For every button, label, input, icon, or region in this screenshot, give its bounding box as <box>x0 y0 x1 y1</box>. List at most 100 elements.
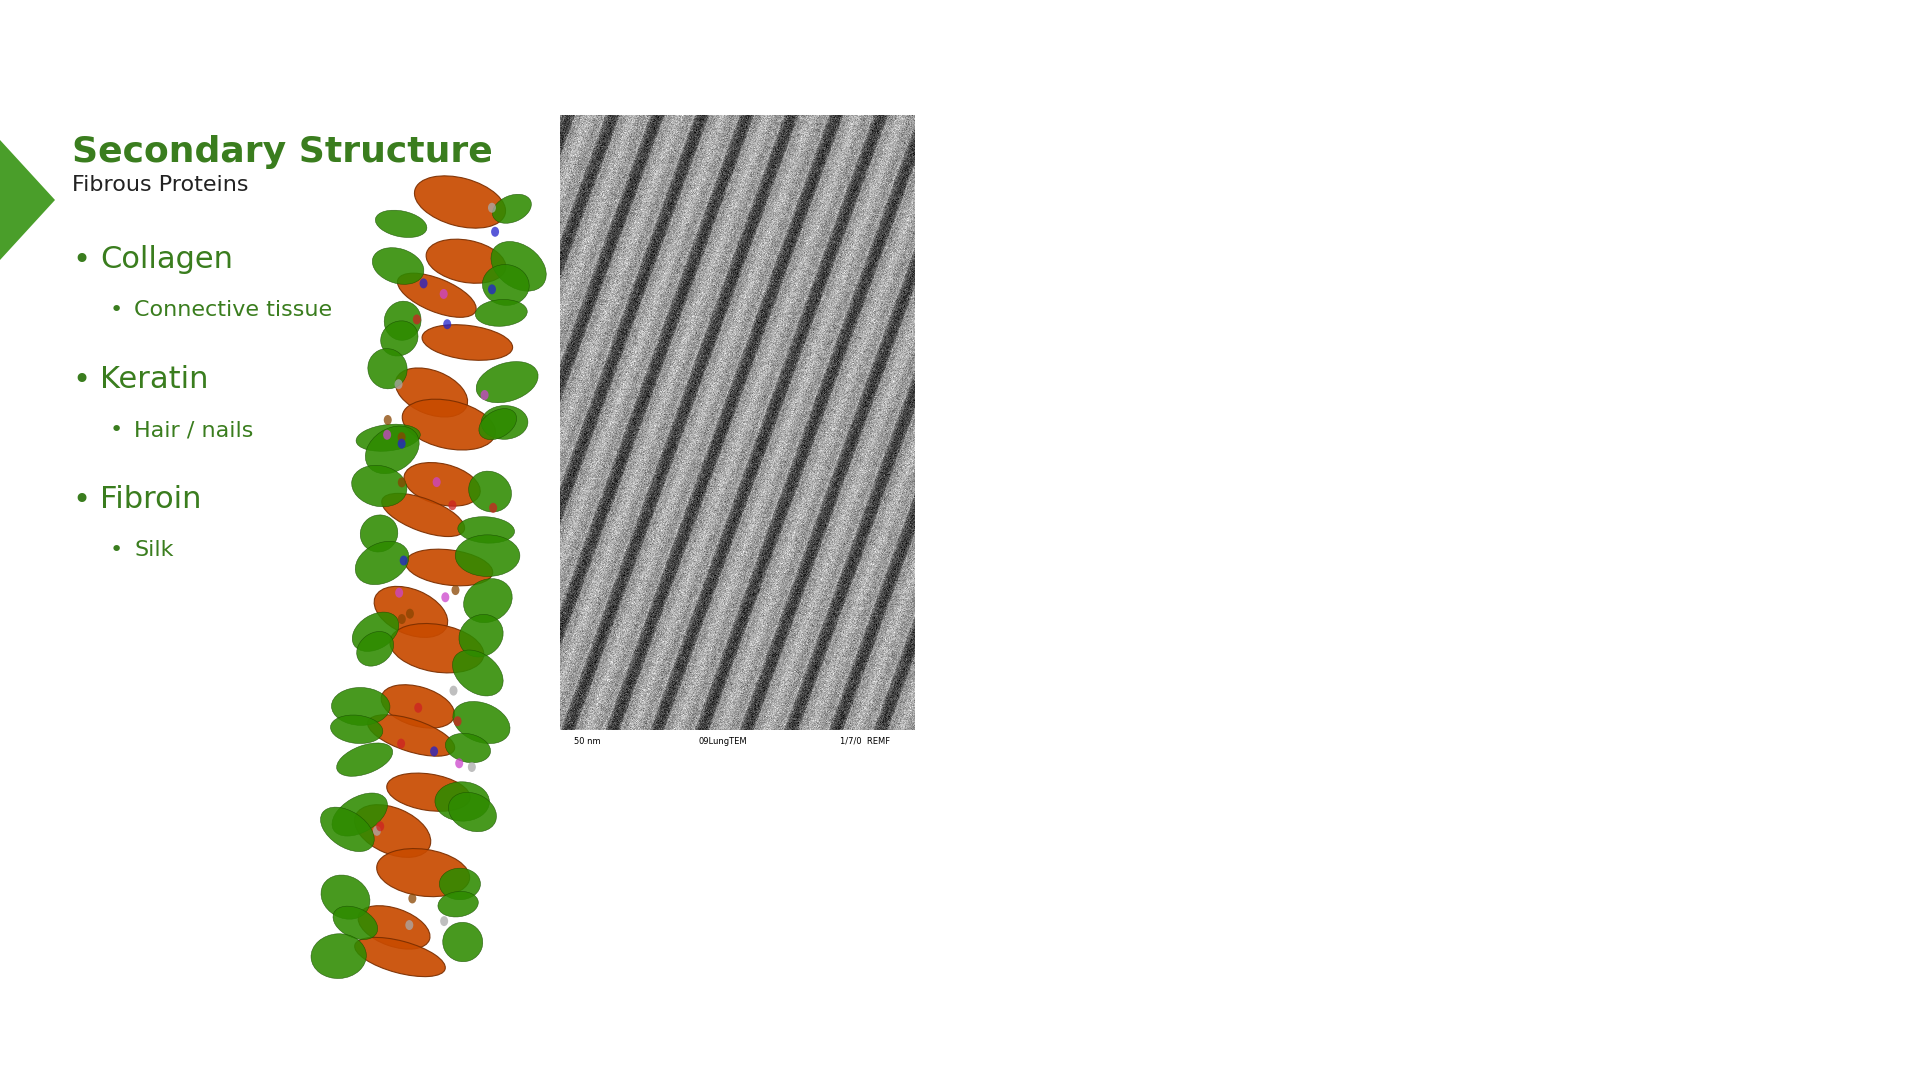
Ellipse shape <box>359 906 430 949</box>
Ellipse shape <box>386 773 470 811</box>
Ellipse shape <box>476 362 538 403</box>
Text: 09LungTEM: 09LungTEM <box>699 737 747 745</box>
Ellipse shape <box>430 746 438 756</box>
Ellipse shape <box>330 715 382 743</box>
Ellipse shape <box>480 390 488 400</box>
Text: Fibroin: Fibroin <box>100 486 202 514</box>
Ellipse shape <box>440 868 480 900</box>
Ellipse shape <box>459 615 503 657</box>
Text: Collagen: Collagen <box>100 245 232 274</box>
Ellipse shape <box>355 805 430 858</box>
Ellipse shape <box>355 937 445 976</box>
Ellipse shape <box>376 821 384 832</box>
Ellipse shape <box>397 477 405 487</box>
Ellipse shape <box>438 891 478 917</box>
Ellipse shape <box>321 807 374 852</box>
Text: Keratin: Keratin <box>100 365 209 394</box>
Ellipse shape <box>365 426 419 474</box>
Text: Silk: Silk <box>134 540 173 561</box>
Ellipse shape <box>376 211 426 238</box>
Ellipse shape <box>488 203 495 213</box>
Ellipse shape <box>405 609 415 619</box>
Text: •: • <box>73 245 90 274</box>
Ellipse shape <box>436 782 490 821</box>
Text: Hair / nails: Hair / nails <box>134 420 253 440</box>
Ellipse shape <box>444 922 482 961</box>
Ellipse shape <box>442 592 449 603</box>
Ellipse shape <box>440 289 447 299</box>
Text: 50 nm: 50 nm <box>574 737 601 745</box>
Ellipse shape <box>492 242 547 292</box>
Text: •: • <box>109 540 123 561</box>
Ellipse shape <box>355 541 409 584</box>
Ellipse shape <box>420 279 428 288</box>
Text: 1/7/0  REMF: 1/7/0 REMF <box>841 737 891 745</box>
Ellipse shape <box>453 650 503 696</box>
Ellipse shape <box>399 555 407 566</box>
Ellipse shape <box>369 349 407 389</box>
Ellipse shape <box>382 494 465 537</box>
Ellipse shape <box>492 194 532 224</box>
Ellipse shape <box>415 703 422 713</box>
Ellipse shape <box>440 916 447 926</box>
Ellipse shape <box>445 733 490 762</box>
Ellipse shape <box>361 515 397 552</box>
Ellipse shape <box>415 176 505 228</box>
Ellipse shape <box>384 301 420 340</box>
Ellipse shape <box>401 400 495 450</box>
Text: Secondary Structure: Secondary Structure <box>73 135 493 168</box>
Ellipse shape <box>311 934 367 978</box>
Ellipse shape <box>394 379 403 389</box>
Ellipse shape <box>332 906 378 940</box>
Ellipse shape <box>397 273 476 318</box>
Ellipse shape <box>449 500 457 510</box>
Ellipse shape <box>374 586 447 637</box>
Ellipse shape <box>490 503 497 513</box>
Text: •: • <box>73 486 90 514</box>
Ellipse shape <box>444 320 451 329</box>
Ellipse shape <box>351 465 407 507</box>
Ellipse shape <box>478 408 516 440</box>
Ellipse shape <box>355 424 420 451</box>
Ellipse shape <box>455 535 520 577</box>
Ellipse shape <box>384 415 392 426</box>
Ellipse shape <box>367 715 455 756</box>
Ellipse shape <box>482 406 528 440</box>
Ellipse shape <box>422 325 513 361</box>
Ellipse shape <box>332 688 390 726</box>
Text: Fibrous Proteins: Fibrous Proteins <box>73 175 248 195</box>
Ellipse shape <box>405 549 493 585</box>
Ellipse shape <box>397 432 405 442</box>
Ellipse shape <box>449 686 457 696</box>
Ellipse shape <box>336 743 394 777</box>
Ellipse shape <box>397 438 405 448</box>
Ellipse shape <box>397 615 405 624</box>
Ellipse shape <box>426 239 505 283</box>
Ellipse shape <box>390 623 484 673</box>
Ellipse shape <box>380 321 419 356</box>
Ellipse shape <box>488 284 495 295</box>
Ellipse shape <box>455 758 463 768</box>
Ellipse shape <box>372 826 380 836</box>
Ellipse shape <box>351 612 399 651</box>
Ellipse shape <box>453 702 511 744</box>
Ellipse shape <box>372 247 424 284</box>
Ellipse shape <box>376 849 470 896</box>
Ellipse shape <box>432 477 442 487</box>
Ellipse shape <box>463 579 513 623</box>
Ellipse shape <box>468 471 511 512</box>
Ellipse shape <box>396 368 468 417</box>
Ellipse shape <box>332 793 388 836</box>
Text: •: • <box>109 420 123 440</box>
Ellipse shape <box>396 588 403 597</box>
Ellipse shape <box>405 920 413 930</box>
Ellipse shape <box>403 462 480 507</box>
Text: •: • <box>109 300 123 320</box>
Text: •: • <box>73 365 90 394</box>
Text: Connective tissue: Connective tissue <box>134 300 332 320</box>
Ellipse shape <box>457 516 515 543</box>
Ellipse shape <box>476 299 528 326</box>
Ellipse shape <box>451 585 459 595</box>
Ellipse shape <box>492 227 499 237</box>
Ellipse shape <box>382 685 455 728</box>
